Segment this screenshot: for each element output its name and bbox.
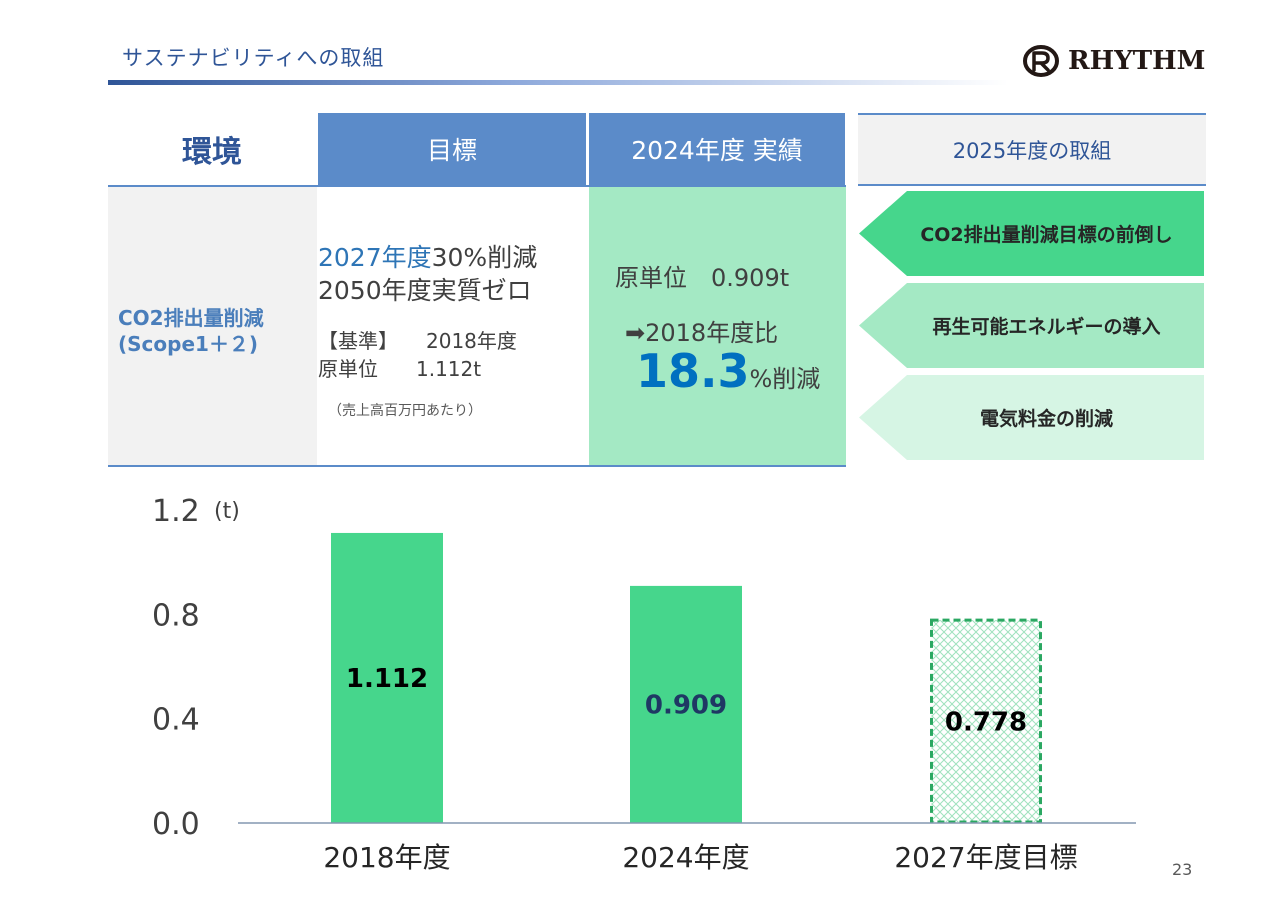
x-category-label: 2024年度 xyxy=(622,841,749,874)
baseline-note: （売上高百万円あたり） xyxy=(328,403,482,419)
header-goal: 目標 xyxy=(318,113,586,185)
y-tick-label: 0.4 xyxy=(152,703,200,738)
result-unit: 原単位 0.909t xyxy=(615,258,789,293)
goal-reduction: 30%削減 xyxy=(431,243,538,272)
result-reduction-value: 18.3 xyxy=(636,344,750,398)
logo-text: RHYTHM xyxy=(1068,46,1206,76)
baseline-unit: 原単位 1.112t xyxy=(318,353,481,382)
page-number: 23 xyxy=(1172,860,1193,879)
result-compare: ➡2018年度比 xyxy=(625,319,779,347)
result-reduction-unit: %削減 xyxy=(749,365,821,393)
bar-0 xyxy=(331,532,443,823)
result-reduction: 18.3 %削減 xyxy=(636,344,820,398)
row-label-co2: CO2排出量削減 xyxy=(118,306,264,330)
page-title: サステナビリティへの取組 xyxy=(122,46,385,70)
result-unit-label: 原単位 xyxy=(615,264,687,292)
bar-value-label: 1.112 xyxy=(346,664,428,694)
row-label-scope: (Scope1＋２) xyxy=(118,332,259,356)
row-divider xyxy=(108,465,846,467)
header-divider xyxy=(108,185,846,187)
baseline-year: 【基準】 2018年度 xyxy=(318,325,517,354)
y-tick-label: 0.8 xyxy=(152,598,200,633)
plan-arrow-1: CO2排出量削減目標の前倒し xyxy=(859,191,1204,276)
baseline-unit-label: 原単位 xyxy=(318,357,378,381)
x-category-label: 2018年度 xyxy=(323,841,450,874)
header-environment: 環境 xyxy=(182,135,242,170)
co2-bar-chart: 0.0 0.4 0.8 1.2 (t) 1.112 2018年度 0.909 2024年度 0.7… xyxy=(152,494,1136,874)
baseline-label: 【基準】 xyxy=(318,329,398,353)
company-logo: RHYTHM xyxy=(1022,44,1205,78)
bar-1 xyxy=(630,585,742,823)
y-axis-unit: (t) xyxy=(214,499,240,524)
title-underline xyxy=(108,80,1008,85)
y-tick-label: 0.0 xyxy=(152,807,200,842)
plan-arrow-3: 電気料金の削減 xyxy=(859,375,1204,460)
bar-target-2027 xyxy=(930,618,1042,824)
row-label-cell xyxy=(108,187,317,465)
goal-line-1: 2027年度30%削減 xyxy=(318,238,537,274)
baseline-unit-value: 1.112t xyxy=(416,357,482,381)
result-unit-value: 0.909t xyxy=(711,264,790,292)
plan-arrow-2: 再生可能エネルギーの導入 xyxy=(859,283,1204,368)
goal-year-2027: 2027年度 xyxy=(318,243,432,272)
bar-value-label: 0.909 xyxy=(645,690,727,720)
y-tick-label: 1.2 xyxy=(152,494,200,529)
rhythm-logo-icon xyxy=(1023,45,1059,77)
x-category-label: 2027年度目標 xyxy=(894,841,1077,874)
baseline-year-value: 2018年度 xyxy=(426,329,517,353)
header-plan-2025: 2025年度の取組 xyxy=(858,113,1206,186)
result-cell xyxy=(589,187,846,465)
bar-value-label: 0.778 xyxy=(945,708,1027,738)
header-result-2024: 2024年度 実績 xyxy=(589,113,845,185)
goal-line-2: 2050年度実質ゼロ xyxy=(318,276,532,305)
